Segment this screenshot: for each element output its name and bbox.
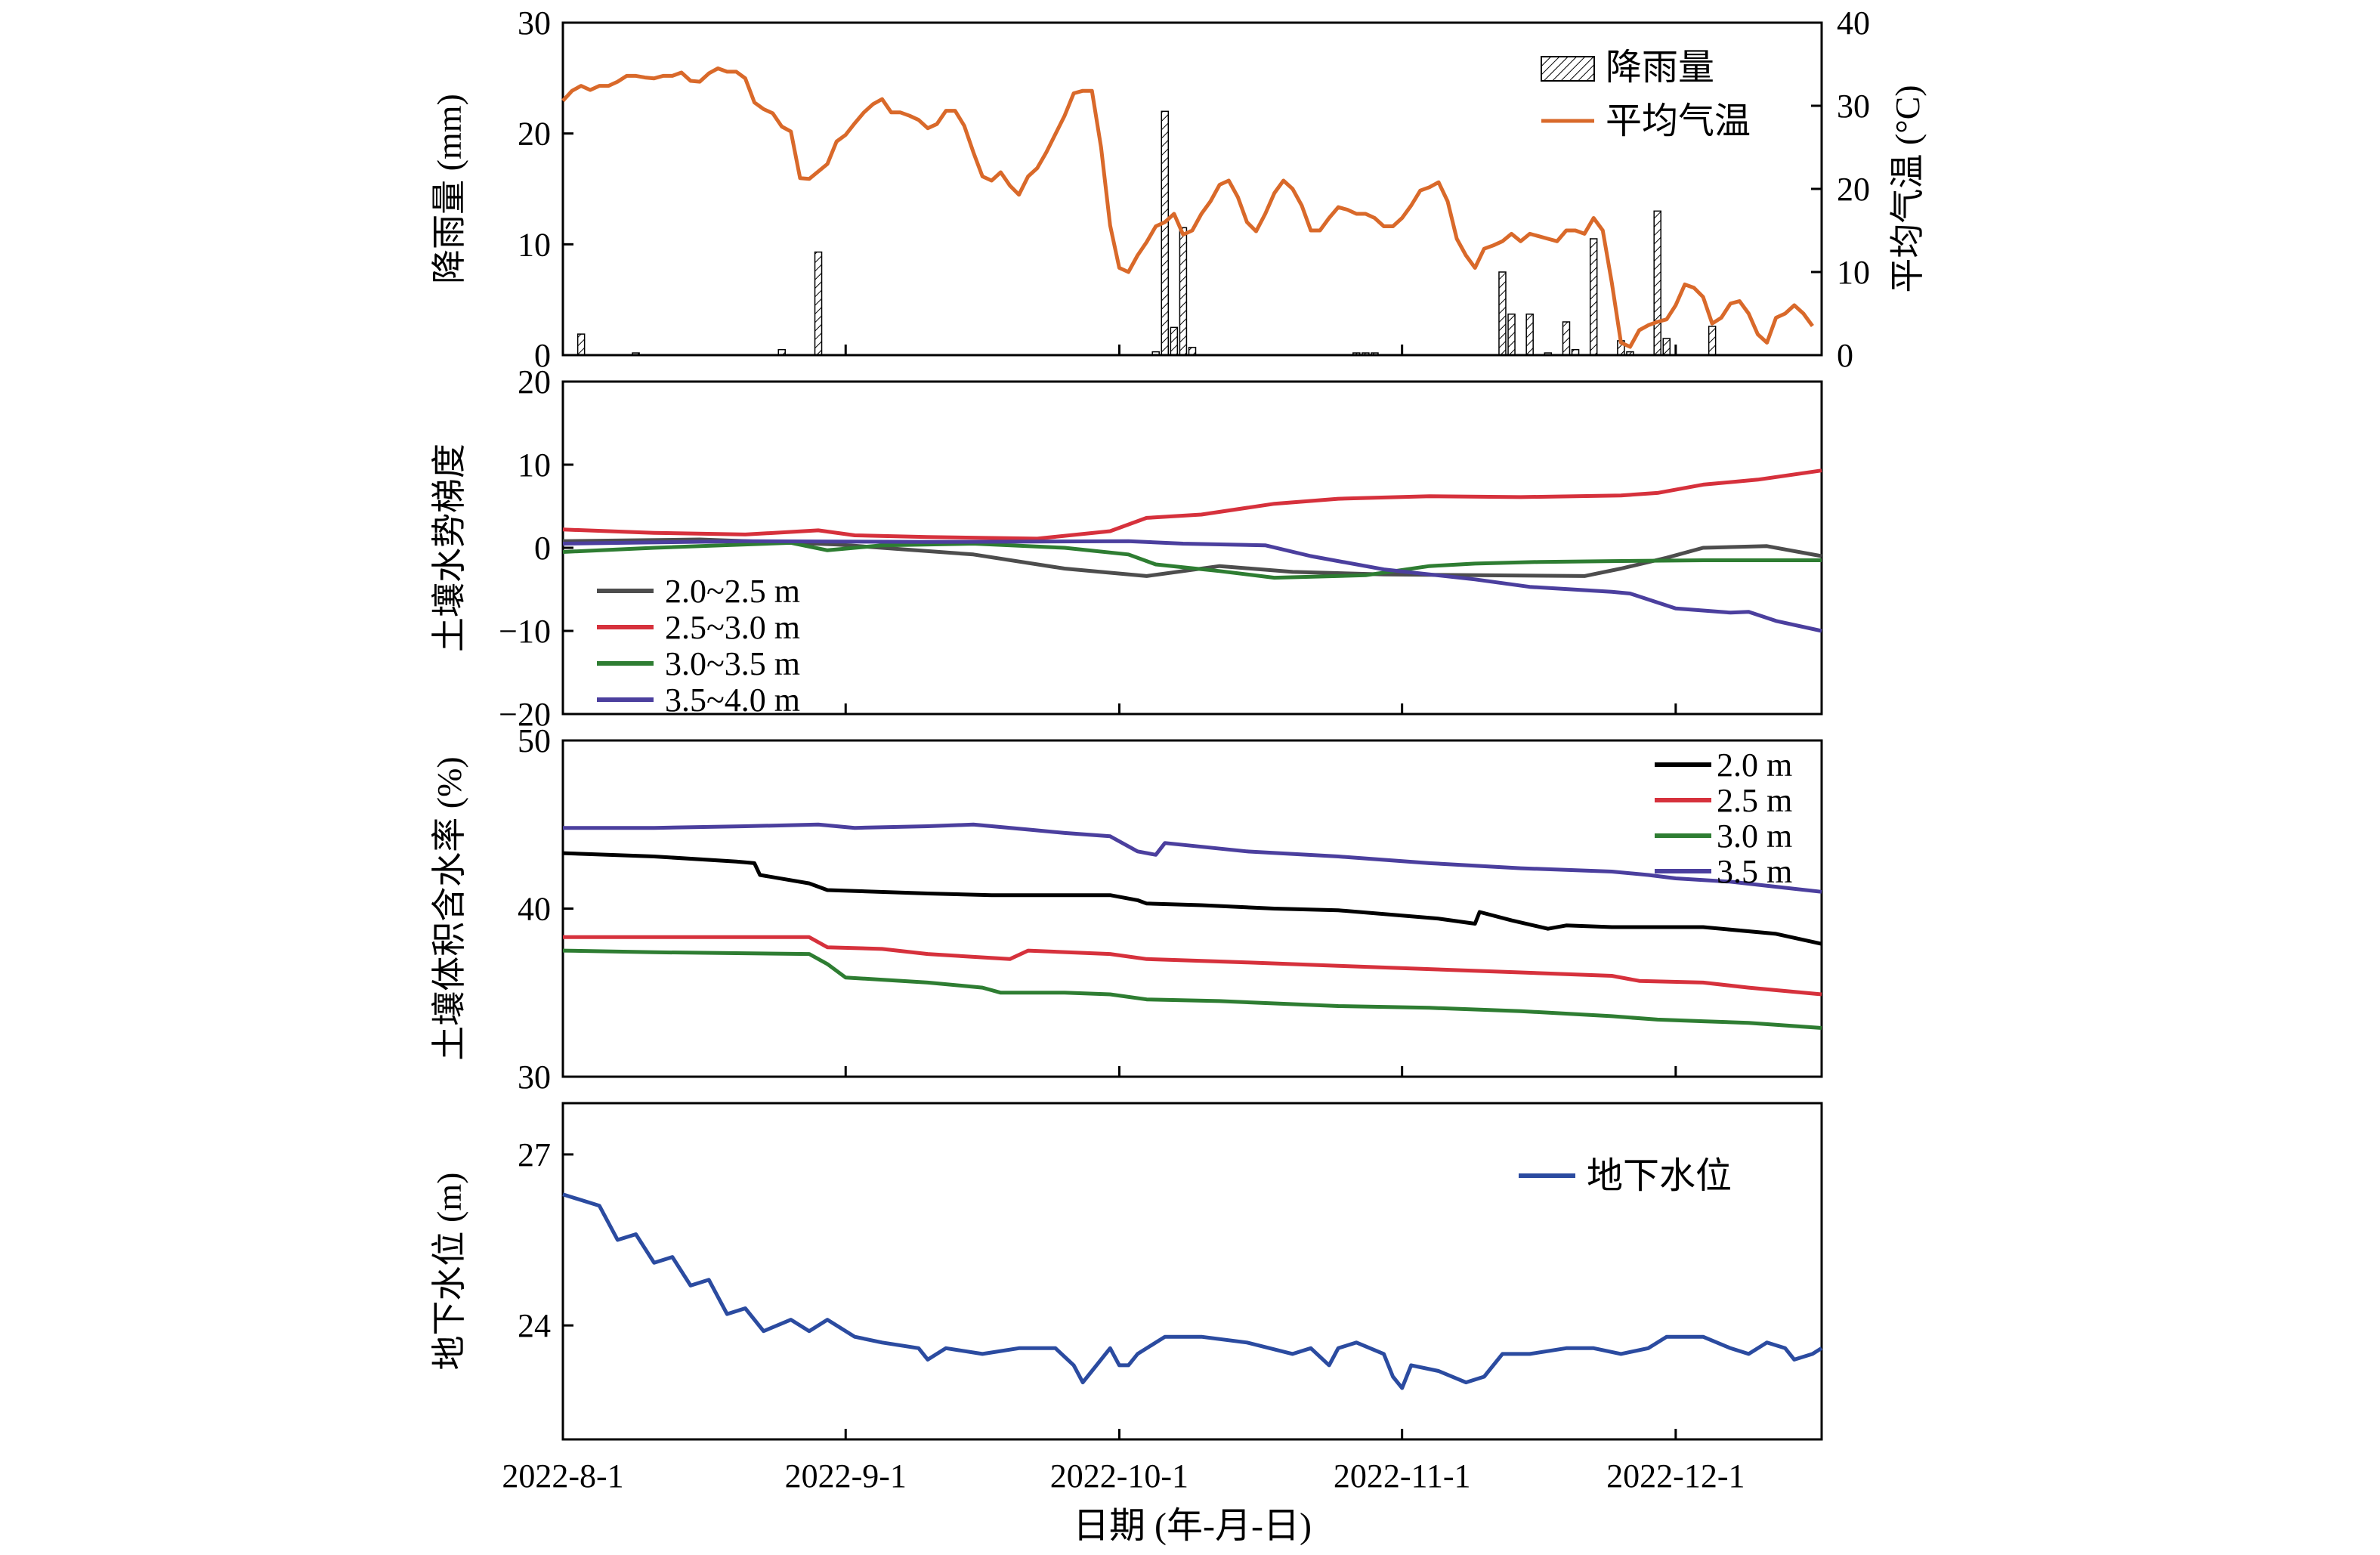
- y-tick-label: 30: [518, 1059, 551, 1096]
- x-tick-label: 2022-10-1: [1050, 1458, 1188, 1495]
- y2-tick-label: 0: [1837, 337, 1853, 374]
- rain-bar: [1662, 338, 1671, 356]
- legend-temp-label: 平均气温: [1606, 101, 1751, 141]
- rain-bar: [1626, 351, 1634, 356]
- x-tick-label: 2022-9-1: [785, 1458, 907, 1495]
- rain-bar: [1352, 352, 1361, 356]
- y2-tick-label: 20: [1837, 171, 1870, 208]
- y-tick-label: 20: [518, 363, 551, 400]
- gradient-line: [562, 537, 1822, 578]
- y-axis-label: 降雨量 (mm): [430, 94, 468, 284]
- rain-bar: [1371, 352, 1379, 356]
- rain-bar: [814, 251, 823, 356]
- y-axis-label: 土壤体积含水率 (%): [430, 756, 468, 1060]
- legend-groundwater-label: 地下水位: [1587, 1156, 1732, 1196]
- y-tick-label: 30: [518, 5, 551, 42]
- rain-bar: [1151, 351, 1160, 356]
- groundwater-line: [562, 1192, 1823, 1390]
- rain-bar: [1188, 346, 1197, 356]
- rain-bar: [1653, 210, 1661, 356]
- y-tick-label: 0: [534, 530, 551, 567]
- y2-tick-label: 40: [1837, 5, 1870, 42]
- legend-gradient-label: 3.5~4.0 m: [665, 682, 800, 719]
- moisture-line: [563, 935, 1822, 997]
- y-tick-label: −20: [499, 696, 551, 733]
- y-tick-label: 24: [518, 1307, 551, 1344]
- legend-moisture-label: 3.5 m: [1717, 853, 1792, 890]
- moisture-line: [562, 948, 1822, 1030]
- rain-bar: [1571, 348, 1580, 356]
- legend-moisture-label: 2.5 m: [1717, 782, 1792, 819]
- gradient-line: [562, 468, 1822, 541]
- x-tick-label: 2022-8-1: [502, 1458, 623, 1495]
- panel-moisture-frame: [561, 739, 1823, 1078]
- gradient-line: [562, 540, 1822, 580]
- rain-bar: [1170, 326, 1179, 356]
- y-tick-label: 20: [518, 116, 551, 153]
- rain-bar: [1362, 352, 1370, 356]
- y-axis-label: 土壤水势梯度: [430, 444, 468, 652]
- y-tick-label: 50: [518, 722, 551, 759]
- rain-bar: [1507, 313, 1516, 356]
- rain-bar: [1544, 352, 1553, 356]
- y2-tick-label: 10: [1837, 254, 1870, 291]
- gradient-line: [562, 539, 1822, 633]
- rain-bar: [1498, 271, 1507, 356]
- legend-moisture-label: 3.0 m: [1717, 818, 1792, 855]
- y-tick-label: −10: [499, 613, 551, 650]
- legend-gradient-label: 2.5~3.0 m: [665, 609, 800, 646]
- y-axis-label: 地下水位 (m): [430, 1173, 468, 1371]
- x-tick-label: 2022-11-1: [1334, 1458, 1471, 1495]
- legend-moisture-label: 2.0 m: [1717, 747, 1792, 784]
- rain-bar: [1589, 238, 1598, 356]
- rain-bar: [1708, 326, 1717, 356]
- x-axis-label: 日期 (年-月-日): [1073, 1506, 1312, 1546]
- rain-bar: [1525, 313, 1534, 356]
- x-tick-label: 2022-12-1: [1606, 1458, 1745, 1495]
- y-tick-label: 27: [518, 1136, 551, 1173]
- rain-bar: [777, 348, 786, 356]
- legend-rain-label: 降雨量: [1606, 48, 1714, 88]
- legend-rain-swatch: [1541, 56, 1595, 82]
- y-tick-label: 40: [518, 891, 551, 928]
- rain-bar: [1562, 321, 1571, 356]
- panel-groundwater-frame: [561, 1102, 1823, 1441]
- rain-bar: [1161, 110, 1170, 356]
- y-axis-label: 平均气温 (°C): [1888, 85, 1927, 292]
- moisture-line: [563, 822, 1822, 894]
- y-tick-label: 10: [518, 226, 551, 263]
- y2-tick-label: 30: [1837, 88, 1870, 125]
- temperature-line: [561, 66, 1814, 349]
- y-tick-label: 10: [518, 447, 551, 484]
- rain-bar: [632, 352, 640, 356]
- rain-bar: [576, 333, 586, 356]
- legend-gradient-label: 3.0~3.5 m: [665, 645, 800, 682]
- rain-bar: [1179, 227, 1188, 356]
- moisture-line: [562, 851, 1822, 946]
- legend-gradient-label: 2.0~2.5 m: [665, 573, 800, 610]
- y-tick-label: 0: [534, 337, 551, 374]
